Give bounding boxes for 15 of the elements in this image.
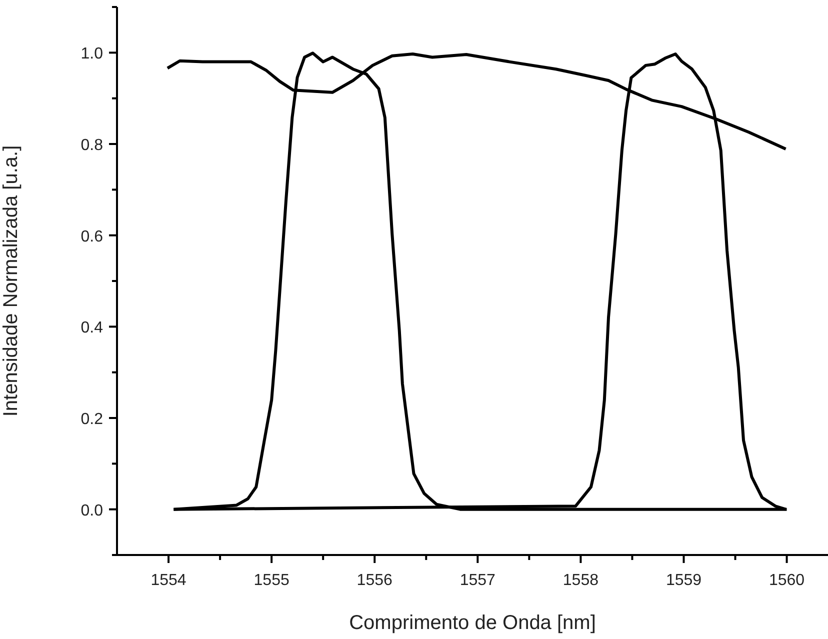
y-tick-label: 0.6 xyxy=(80,228,104,246)
y-axis-title: Intensidade Normalizada [u.a.] xyxy=(0,145,22,417)
y-tick-label: 0.2 xyxy=(80,411,104,428)
x-axis-title: Comprimento de Onda [nm] xyxy=(349,612,596,634)
x-tick-label: 1554 xyxy=(150,572,186,589)
x-tick-label: 1556 xyxy=(356,572,393,589)
x-tick-label: 1559 xyxy=(666,572,702,589)
y-tick-label: 0.0 xyxy=(80,502,104,520)
x-tick-label: 1557 xyxy=(460,572,496,589)
y-tick-label: 1.0 xyxy=(80,46,104,63)
x-tick-label: 1560 xyxy=(768,572,805,589)
x-tick-label: 1555 xyxy=(254,572,290,589)
x-tick-label: 1558 xyxy=(562,572,599,589)
y-tick-label: 0.8 xyxy=(80,137,104,154)
y-tick-label: 0.4 xyxy=(80,320,104,337)
